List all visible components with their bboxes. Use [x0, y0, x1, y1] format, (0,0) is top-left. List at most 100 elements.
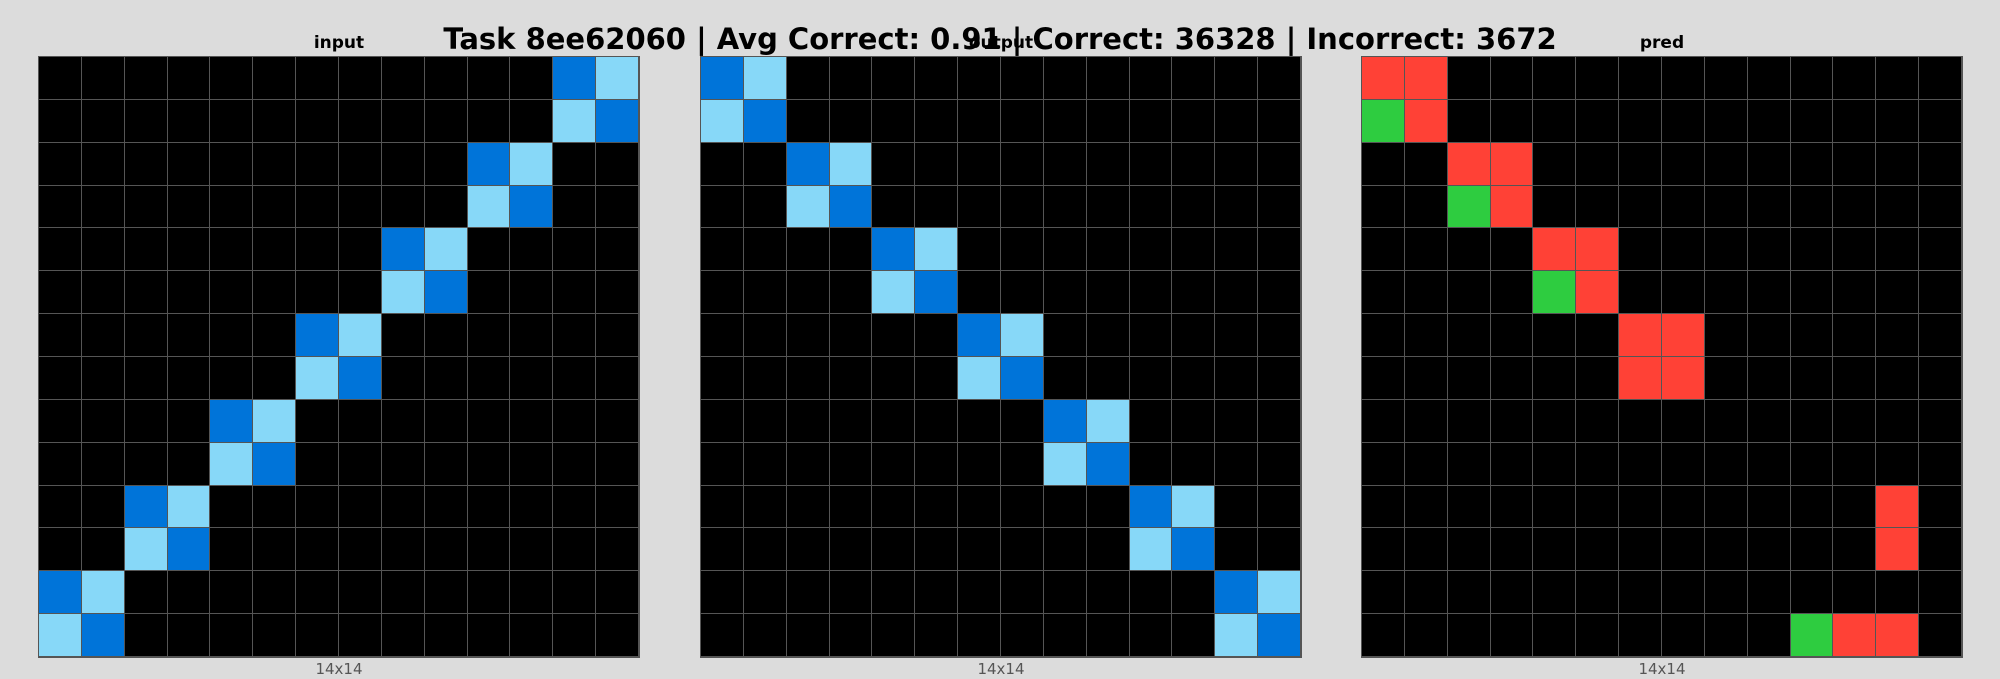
- grid-cell: [1258, 485, 1301, 529]
- grid-cell: [1533, 314, 1577, 357]
- grid-cell: [210, 528, 254, 572]
- grid-cell: [553, 185, 597, 229]
- input-grid: [38, 56, 640, 658]
- grid-cell: [872, 142, 916, 186]
- grid-cell: [553, 442, 597, 486]
- grid-cell: [339, 228, 382, 272]
- grid-cell: [81, 614, 125, 657]
- grid-cell: [381, 99, 425, 143]
- grid-cell: [1576, 614, 1620, 657]
- grid-cell: [786, 185, 830, 229]
- grid-cell: [1876, 185, 1920, 229]
- grid-cell: [872, 442, 916, 486]
- grid-cell: [381, 399, 425, 443]
- grid-cell: [124, 614, 168, 657]
- grid-cell: [1876, 314, 1920, 357]
- grid-cell: [1447, 314, 1491, 357]
- grid-cell: [296, 614, 339, 657]
- grid-cell: [596, 528, 639, 572]
- grid-cell: [1086, 357, 1130, 400]
- grid-cell: [1362, 614, 1405, 657]
- grid-cell: [1876, 357, 1920, 400]
- grid-cell: [1790, 442, 1834, 486]
- grid-cell: [253, 99, 297, 143]
- grid-cell: [743, 614, 787, 657]
- grid-cell: [424, 228, 468, 272]
- grid-cell: [1043, 271, 1087, 315]
- grid-cell: [786, 399, 830, 443]
- grid-cell: [872, 614, 916, 657]
- grid-cell: [553, 228, 597, 272]
- grid-cell: [124, 314, 168, 357]
- grid-cell: [124, 442, 168, 486]
- grid-cell: [701, 142, 744, 186]
- grid-cell: [1619, 485, 1662, 529]
- grid-cell: [1662, 99, 1705, 143]
- grid-dimensions: 14x14: [315, 660, 363, 678]
- grid-cell: [1833, 57, 1877, 100]
- grid-cell: [1790, 485, 1834, 529]
- grid-cell: [124, 99, 168, 143]
- grid-cell: [1258, 571, 1301, 615]
- grid-cell: [1001, 142, 1044, 186]
- grid-cell: [510, 99, 554, 143]
- grid-cell: [1533, 99, 1577, 143]
- grid-cell: [1086, 228, 1130, 272]
- grid-cell: [743, 528, 787, 572]
- grid-cell: [81, 57, 125, 100]
- grid-cell: [1490, 99, 1534, 143]
- grid-cell: [596, 442, 639, 486]
- grid-cell: [1447, 271, 1491, 315]
- grid-cell: [1790, 271, 1834, 315]
- grid-cell: [1662, 142, 1705, 186]
- grid-cell: [743, 271, 787, 315]
- grid-cell: [1129, 442, 1173, 486]
- grid-cell: [958, 571, 1001, 615]
- grid-cell: [1258, 614, 1301, 657]
- grid-cell: [124, 228, 168, 272]
- grid-cell: [39, 614, 82, 657]
- grid-cell: [424, 99, 468, 143]
- grid-cell: [596, 57, 639, 100]
- grid-cell: [1490, 57, 1534, 100]
- grid-cell: [510, 528, 554, 572]
- grid-cell: [1919, 314, 1962, 357]
- grid-cell: [81, 142, 125, 186]
- grid-cell: [872, 485, 916, 529]
- grid-cell: [1404, 399, 1448, 443]
- grid-cell: [1919, 99, 1962, 143]
- grid-cell: [701, 357, 744, 400]
- grid-cell: [1919, 357, 1962, 400]
- grid-cell: [1919, 571, 1962, 615]
- grid-cell: [915, 185, 959, 229]
- grid-cell: [1447, 185, 1491, 229]
- grid-cell: [1790, 571, 1834, 615]
- grid-cell: [915, 442, 959, 486]
- grid-cell: [381, 528, 425, 572]
- grid-cell: [1362, 357, 1405, 400]
- grid-cell: [1447, 442, 1491, 486]
- grid-cell: [915, 571, 959, 615]
- grid-cell: [701, 314, 744, 357]
- grid-cell: [253, 314, 297, 357]
- grid-cell: [1704, 228, 1748, 272]
- output-panel: output 14x14: [700, 0, 1302, 678]
- grid-cell: [1001, 57, 1044, 100]
- grid-cell: [1662, 185, 1705, 229]
- grid-cell: [1362, 571, 1405, 615]
- grid-cell: [1129, 57, 1173, 100]
- grid-cell: [1576, 571, 1620, 615]
- grid-cell: [1533, 271, 1577, 315]
- grid-cell: [1833, 99, 1877, 143]
- grid-cell: [1833, 142, 1877, 186]
- grid-cell: [1576, 314, 1620, 357]
- grid-cell: [1790, 357, 1834, 400]
- grid-cell: [786, 271, 830, 315]
- grid-cell: [1919, 485, 1962, 529]
- grid-cell: [1576, 357, 1620, 400]
- grid-cell: [1662, 571, 1705, 615]
- grid-cell: [1215, 357, 1259, 400]
- grid-cell: [1129, 485, 1173, 529]
- grid-cell: [915, 614, 959, 657]
- grid-cell: [381, 314, 425, 357]
